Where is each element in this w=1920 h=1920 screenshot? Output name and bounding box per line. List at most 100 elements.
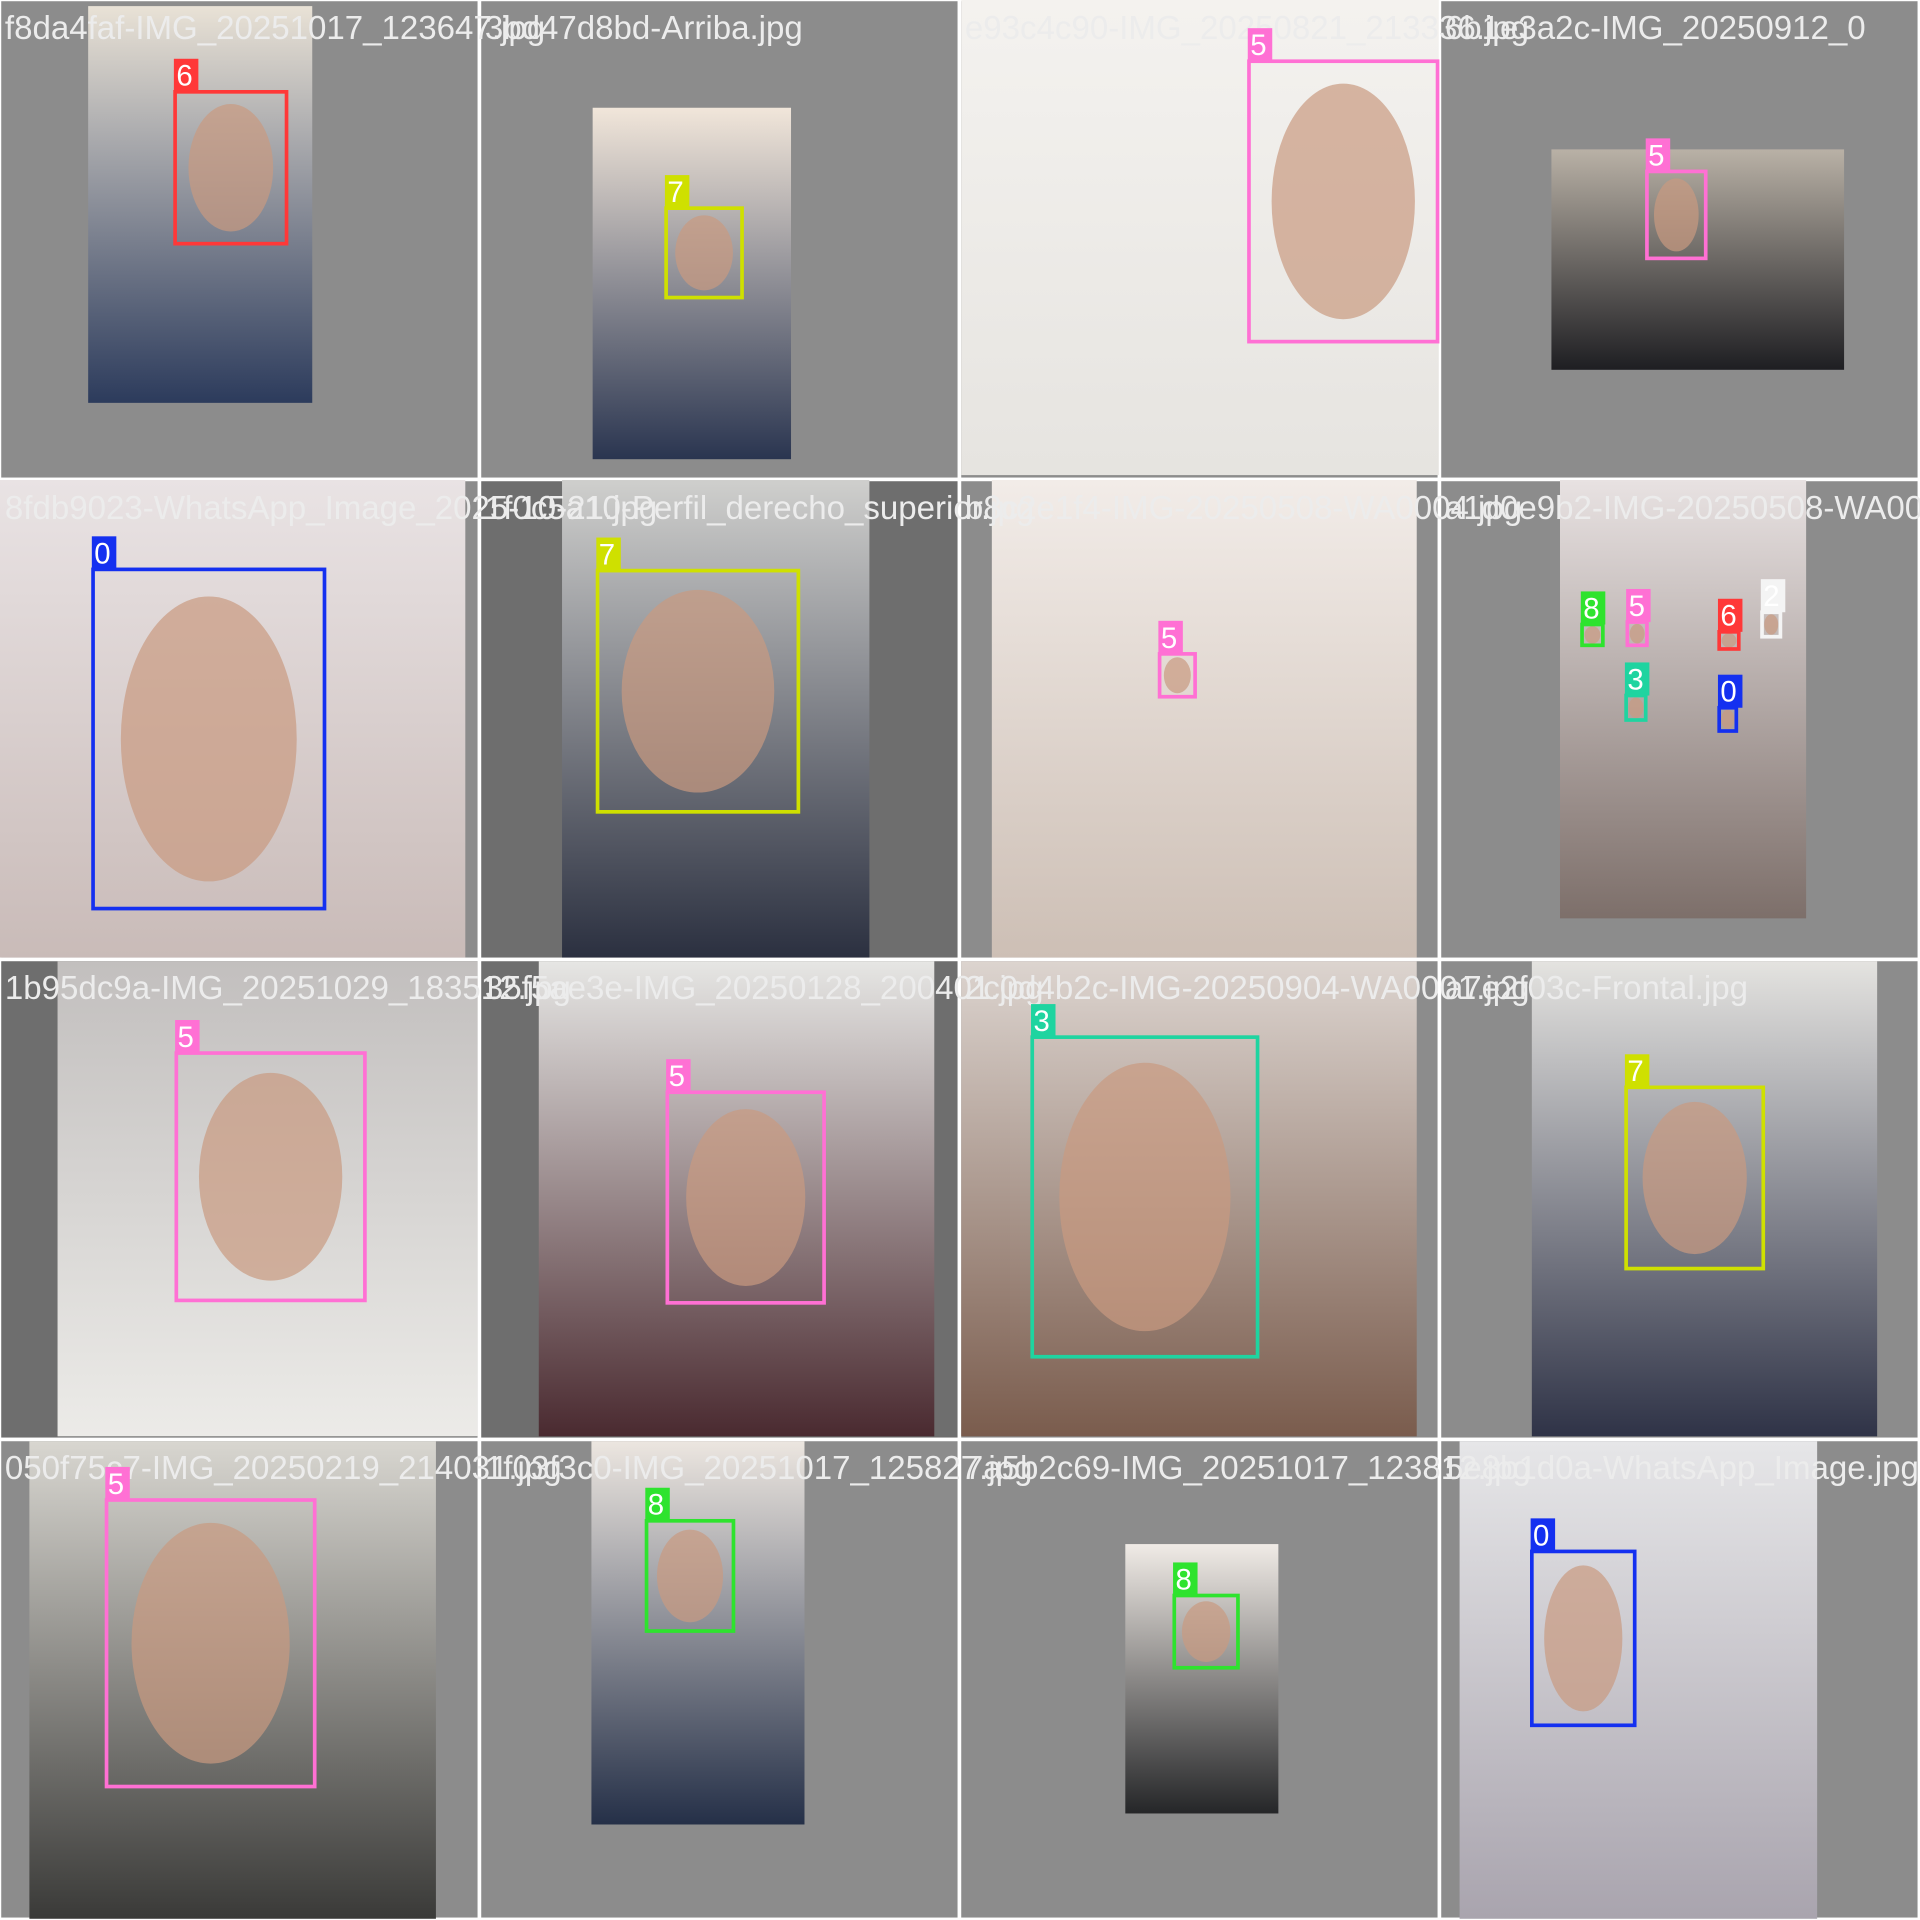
label-tag (1626, 588, 1651, 623)
face (1544, 1565, 1623, 1712)
class-label: 3 (1033, 1005, 1049, 1038)
class-label: 0 (1533, 1519, 1549, 1552)
label-tag (664, 175, 690, 209)
face (1163, 657, 1191, 694)
class-label: 8 (1176, 1563, 1192, 1596)
face (1271, 83, 1415, 320)
filename: 1f0c5a10-Perfil_derecho_superior.jpg (485, 490, 1034, 527)
face (1653, 178, 1699, 252)
class-label: 6 (176, 60, 192, 93)
face (1584, 626, 1601, 644)
face (120, 596, 297, 882)
tile (961, 1441, 1438, 1918)
tile (1, 1441, 478, 1919)
bounding-box (91, 567, 327, 911)
tile (1441, 961, 1918, 1438)
class-label: 8 (1583, 592, 1599, 625)
face (1628, 697, 1644, 719)
tile (961, 0, 1439, 478)
filename: a7e2f03c-Frontal.jpg (1445, 970, 1748, 1007)
label-tag (1760, 579, 1786, 613)
filename: 1f03f3c0-IMG_20251017_125827.jpg (485, 1450, 1033, 1487)
filename: f8da4faf-IMG_20251017_123647.jpg (5, 10, 545, 47)
face (621, 589, 775, 793)
label-tag (1645, 138, 1671, 172)
face (1764, 614, 1779, 635)
label-tag (1717, 674, 1743, 708)
label-tag (1580, 591, 1606, 625)
label-tag (1624, 662, 1650, 696)
label-tag (175, 1020, 200, 1054)
face (198, 1072, 343, 1281)
bounding-box (1530, 1549, 1637, 1728)
face (188, 103, 274, 232)
face (1642, 1101, 1747, 1255)
tile (481, 1441, 958, 1918)
photo (1560, 480, 1807, 919)
label-tag (91, 536, 117, 570)
class-label: 7 (1627, 1055, 1643, 1088)
bounding-box (104, 1498, 317, 1789)
filename: b8c2e1f4-IMG-20250508-WA0004.jpg (965, 490, 1522, 527)
face (131, 1522, 290, 1764)
bounding-box (1247, 59, 1440, 344)
label-tag (1158, 620, 1183, 654)
tile (1, 1, 478, 478)
filename: 2c0d4b2c-IMG-20250904-WA0001.jpg (965, 970, 1530, 1007)
class-label: 5 (1250, 29, 1266, 62)
photo (991, 480, 1417, 958)
tile (1441, 1441, 1918, 1919)
tile (1441, 480, 1918, 958)
class-label: 5 (1629, 590, 1645, 623)
class-label: 5 (108, 1468, 124, 1501)
class-label: 0 (94, 537, 110, 570)
photo (1125, 1544, 1279, 1814)
tile (1441, 1, 1918, 478)
filename: 3bd47d8bd-Arriba.jpg (485, 10, 803, 47)
class-label: 5 (178, 1021, 194, 1054)
face (1721, 709, 1735, 730)
filename: 6b1e3a2c-IMG_20250912_0 (1445, 10, 1866, 47)
class-label: 0 (1720, 676, 1736, 709)
class-label: 8 (648, 1489, 664, 1522)
label-tag (596, 537, 621, 571)
label-tag (645, 1487, 670, 1521)
filename: 5e8b1d0a-WhatsApp_Image.jpg (1445, 1450, 1919, 1487)
class-label: 5 (669, 1060, 685, 1093)
class-label: 2 (1763, 580, 1779, 613)
label-tag (1530, 1518, 1556, 1552)
tile (961, 480, 1438, 958)
bounding-box (1172, 1593, 1240, 1670)
bounding-box (173, 90, 289, 246)
filename: 35f5ae3e-IMG_20250128_200401.jpg (485, 970, 1044, 1007)
label-tag (1247, 28, 1273, 62)
face (1721, 633, 1737, 648)
bounding-box (664, 206, 744, 300)
bounding-box (1645, 169, 1708, 261)
bounding-box (644, 1518, 736, 1633)
label-tag (1624, 1054, 1650, 1088)
tile (961, 961, 1438, 1438)
tile (1, 961, 478, 1438)
class-label: 7 (667, 176, 683, 209)
tile (481, 961, 958, 1438)
face (1181, 1601, 1231, 1662)
class-label: 3 (1627, 663, 1643, 696)
filename: e93c4c90-IMG_20250821_213336.jpg (965, 10, 1529, 47)
filename: 050f75c7-IMG_20250219_214031.jpg (5, 1450, 562, 1487)
tile (481, 1, 958, 478)
filename: 7a5b2c69-IMG_20251017_123812.jpg (965, 1450, 1531, 1487)
bounding-box (595, 568, 801, 814)
label-tag (173, 58, 199, 92)
class-label: 5 (1161, 622, 1177, 655)
tile (0, 480, 478, 958)
label-tag (1173, 1562, 1198, 1596)
face (656, 1529, 724, 1623)
face (686, 1109, 806, 1287)
label-tag (105, 1466, 130, 1500)
filename: a1d0e9b2-IMG-20250508-WA0003.jpg (1445, 490, 1920, 527)
bounding-box (665, 1090, 826, 1305)
class-label: 5 (1648, 139, 1664, 172)
